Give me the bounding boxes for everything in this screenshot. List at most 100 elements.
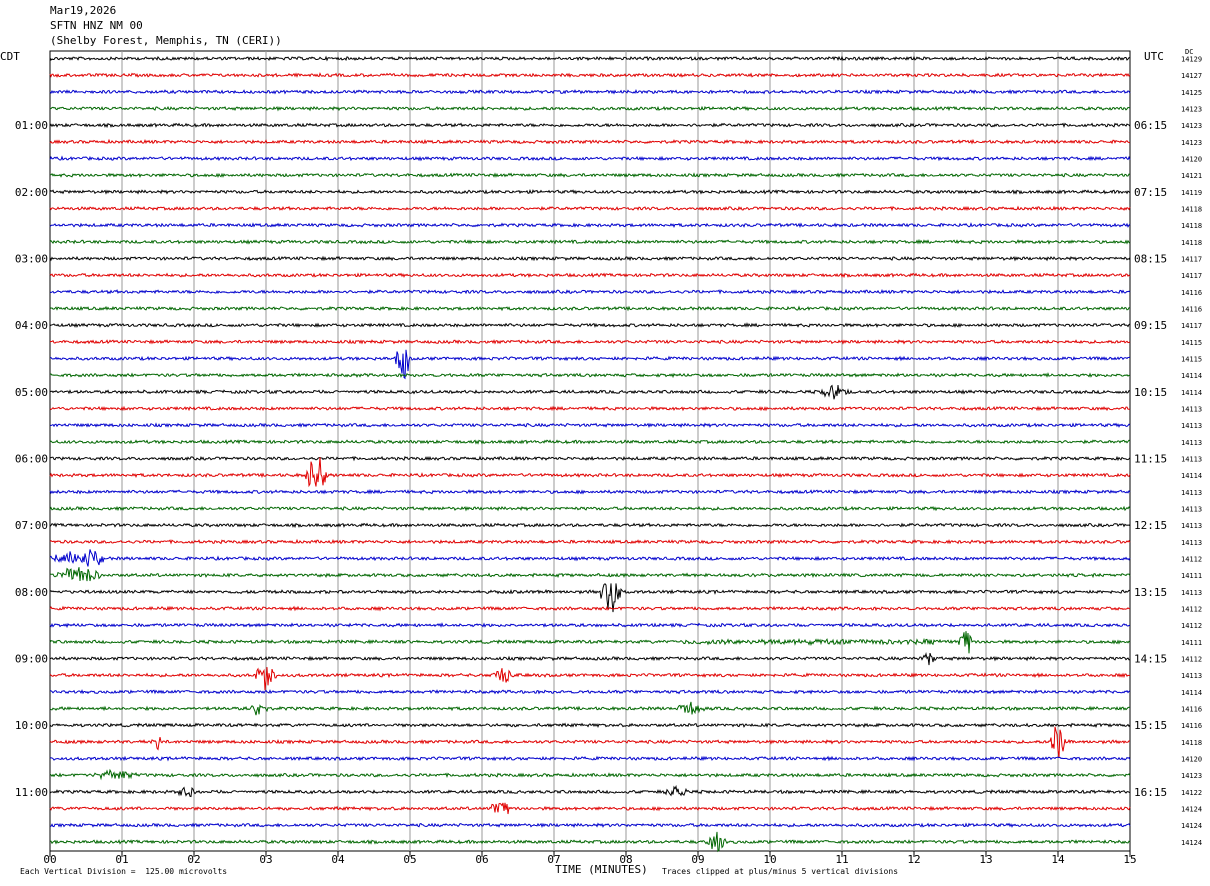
trace-11: [49, 238, 1131, 245]
x-axis-title: TIME (MINUTES): [555, 863, 648, 876]
dc-value: 14129: [1181, 56, 1202, 64]
dc-value: 14115: [1181, 339, 1202, 347]
x-tick-label: 03: [259, 853, 272, 866]
right-time-label: 16:15: [1134, 786, 1167, 799]
trace-26: [49, 488, 1131, 495]
right-time-label: 11:15: [1134, 453, 1167, 466]
dc-value: 14122: [1181, 789, 1202, 797]
right-time-label: 12:15: [1134, 519, 1167, 532]
trace-39: [49, 701, 1131, 716]
scale-note: Each Vertical Division = 125.00 microvol…: [20, 867, 228, 876]
trace-23: [49, 439, 1131, 445]
trace-45: [49, 802, 1131, 815]
dc-value: 14111: [1181, 572, 1202, 580]
dc-value: 14116: [1181, 289, 1202, 297]
clip-note: Traces clipped at plus/minus 5 vertical …: [662, 867, 899, 876]
dc-value: 14113: [1181, 539, 1202, 547]
left-time-label: 05:00: [15, 386, 48, 399]
dc-value: 14112: [1181, 606, 1202, 614]
trace-30: [49, 549, 1131, 567]
trace-13: [49, 272, 1131, 279]
trace-14: [49, 288, 1131, 295]
trace-36: [49, 652, 1131, 666]
trace-40: [49, 722, 1131, 729]
trace-1: [49, 72, 1131, 78]
dc-value: 14127: [1181, 72, 1202, 80]
trace-35: [49, 631, 1131, 654]
trace-16: [49, 322, 1131, 329]
trace-5: [49, 138, 1131, 145]
plot-date: Mar19,2026: [50, 4, 117, 17]
dc-value: 14112: [1181, 656, 1202, 664]
dc-value: 14113: [1181, 406, 1202, 414]
trace-38: [49, 689, 1131, 695]
left-time-label: 03:00: [15, 253, 48, 266]
dc-value: 14113: [1181, 489, 1202, 497]
left-time-label: 07:00: [15, 519, 48, 532]
dc-value: 14119: [1181, 189, 1202, 197]
dc-value: 14113: [1181, 439, 1202, 447]
dc-value: 14112: [1181, 556, 1202, 564]
dc-value: 14116: [1181, 722, 1202, 730]
x-tick-label: 11: [835, 853, 848, 866]
trace-25: [49, 457, 1131, 488]
trace-42: [49, 755, 1131, 762]
trace-6: [49, 155, 1131, 162]
trace-9: [49, 205, 1131, 212]
trace-33: [49, 605, 1131, 612]
trace-31: [49, 567, 1131, 582]
left-time-label: 06:00: [15, 453, 48, 466]
trace-15: [49, 305, 1131, 312]
trace-7: [50, 172, 1131, 179]
dc-value: 14116: [1181, 306, 1202, 314]
trace-10: [49, 222, 1131, 229]
dc-value: 14125: [1181, 89, 1202, 97]
dc-value: 14123: [1181, 139, 1202, 147]
left-time-label: 10:00: [15, 719, 48, 732]
trace-46: [49, 822, 1131, 829]
dc-value: 14124: [1181, 839, 1202, 847]
right-time-label: 07:15: [1134, 186, 1167, 199]
dc-value: 14113: [1181, 522, 1202, 530]
trace-44: [49, 784, 1131, 798]
dc-value: 14120: [1181, 156, 1202, 164]
x-tick-label: 10: [763, 853, 776, 866]
left-time-label: 02:00: [15, 186, 48, 199]
x-tick-label: 09: [691, 853, 704, 866]
trace-4: [49, 122, 1131, 129]
dc-value: 14118: [1181, 739, 1202, 747]
trace-22: [49, 422, 1131, 429]
dc-value: 14113: [1181, 506, 1202, 514]
trace-28: [49, 522, 1131, 529]
x-tick-label: 05: [403, 853, 416, 866]
trace-24: [49, 455, 1131, 462]
right-time-label: 08:15: [1134, 253, 1167, 266]
x-tick-label: 12: [907, 853, 920, 866]
dc-value: 14123: [1181, 106, 1202, 114]
x-tick-label: 06: [475, 853, 488, 866]
right-time-label: 14:15: [1134, 653, 1167, 666]
x-tick-label: 15: [1123, 853, 1136, 866]
x-tick-label: 02: [187, 853, 200, 866]
trace-43: [49, 768, 1131, 781]
dc-value: 14113: [1181, 456, 1202, 464]
dc-value: 14117: [1181, 256, 1202, 264]
dc-value: 14114: [1181, 689, 1202, 697]
right-time-label: 09:15: [1134, 319, 1167, 332]
left-time-label: 09:00: [15, 653, 48, 666]
trace-2: [49, 88, 1131, 95]
dc-value: 14114: [1181, 472, 1202, 480]
dc-value: 14121: [1181, 172, 1202, 180]
dc-value: 14115: [1181, 356, 1202, 364]
trace-37: [49, 667, 1131, 691]
trace-27: [49, 505, 1131, 512]
left-time-label: 04:00: [15, 319, 48, 332]
dc-value: 14113: [1181, 589, 1202, 597]
station-location: (Shelby Forest, Memphis, TN (CERI)): [50, 34, 282, 47]
right-time-label: 13:15: [1134, 586, 1167, 599]
x-tick-label: 13: [979, 853, 992, 866]
dc-value: 14111: [1181, 639, 1202, 647]
x-tick-label: 04: [331, 853, 345, 866]
trace-20: [49, 384, 1131, 400]
right-time-label: 15:15: [1134, 719, 1167, 732]
